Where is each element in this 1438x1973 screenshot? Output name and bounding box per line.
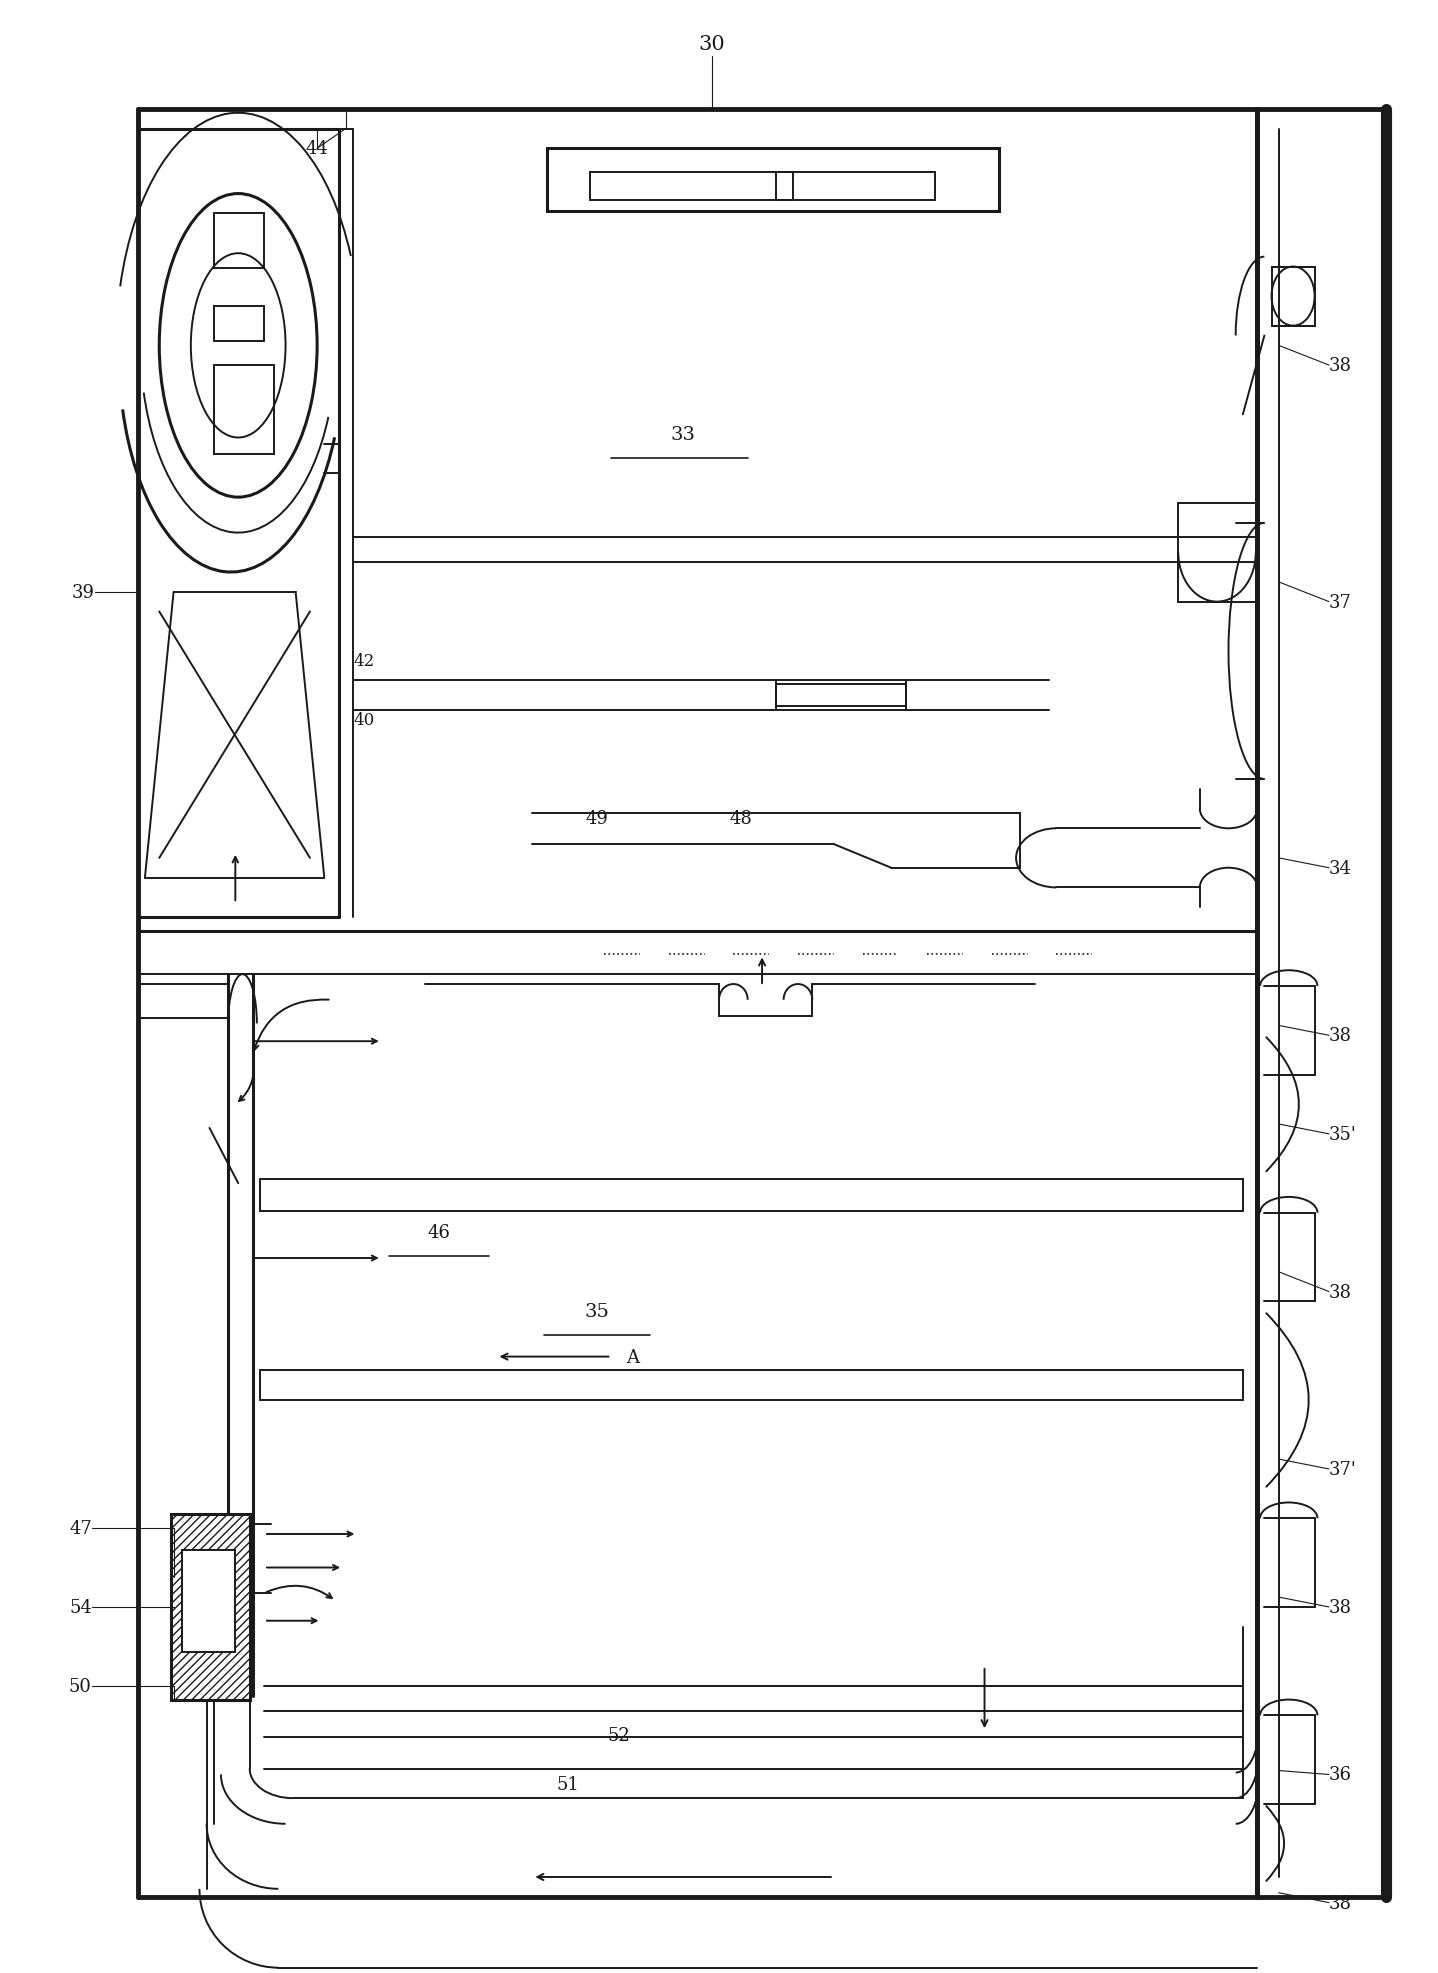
Text: 46: 46 <box>427 1223 450 1241</box>
Text: 38': 38' <box>1329 1894 1357 1912</box>
Text: 35: 35 <box>585 1302 610 1320</box>
Bar <box>777 174 935 201</box>
Bar <box>1271 268 1314 326</box>
Text: 38: 38 <box>1329 1598 1352 1616</box>
Bar <box>590 174 794 201</box>
Bar <box>183 1551 236 1651</box>
Text: 42: 42 <box>352 653 374 671</box>
Text: 44: 44 <box>306 140 328 158</box>
Text: 51: 51 <box>557 1776 580 1793</box>
Text: 48: 48 <box>729 811 752 829</box>
Bar <box>546 150 999 213</box>
Text: 30: 30 <box>699 36 725 53</box>
Text: 38: 38 <box>1329 1282 1352 1300</box>
Text: 50: 50 <box>69 1677 92 1695</box>
Text: 37: 37 <box>1329 594 1352 612</box>
Bar <box>777 685 906 706</box>
Text: 47: 47 <box>69 1519 92 1537</box>
Text: 38: 38 <box>1329 1026 1352 1046</box>
Bar <box>214 215 265 270</box>
Text: 40: 40 <box>352 712 374 728</box>
Text: 39: 39 <box>72 584 95 602</box>
Text: A: A <box>627 1348 640 1365</box>
Bar <box>214 306 265 341</box>
Text: 35': 35' <box>1329 1125 1356 1142</box>
Bar <box>171 1515 250 1699</box>
Text: 38: 38 <box>1329 357 1352 375</box>
Text: 49: 49 <box>585 811 608 829</box>
Text: 52: 52 <box>607 1726 630 1744</box>
Text: 37': 37' <box>1329 1460 1356 1478</box>
Text: 34: 34 <box>1329 860 1352 878</box>
Text: 36: 36 <box>1329 1766 1352 1784</box>
Bar <box>214 365 275 454</box>
Text: 33: 33 <box>670 426 696 444</box>
Text: 54: 54 <box>69 1598 92 1616</box>
